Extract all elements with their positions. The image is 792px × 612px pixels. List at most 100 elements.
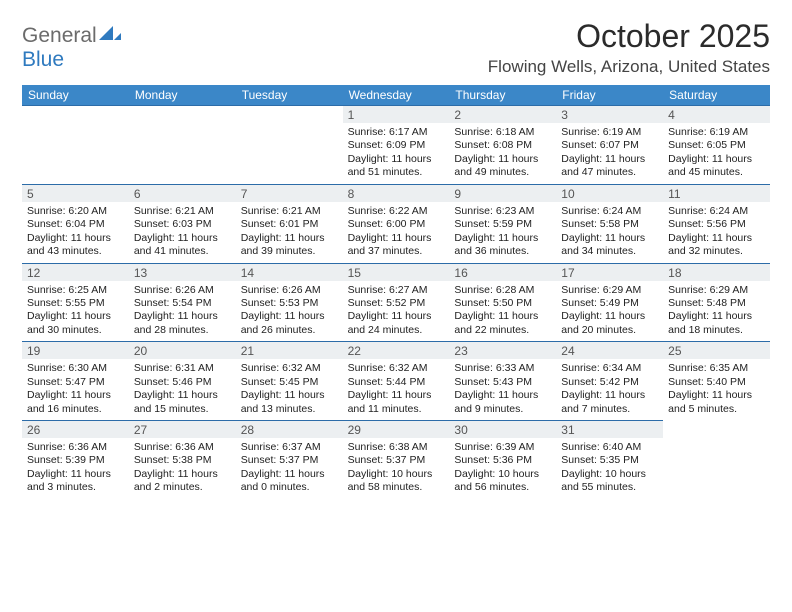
sunset-line: Sunset: 5:53 PM xyxy=(241,297,338,310)
daylight-line: Daylight: 11 hours and 18 minutes. xyxy=(668,310,765,337)
daylight-line: Daylight: 11 hours and 2 minutes. xyxy=(134,468,231,495)
daylight-line: Daylight: 11 hours and 47 minutes. xyxy=(561,153,658,180)
sunset-line: Sunset: 5:44 PM xyxy=(348,376,445,389)
sunrise-line: Sunrise: 6:17 AM xyxy=(348,126,445,139)
day-number: 17 xyxy=(556,264,663,281)
calendar-body: 1Sunrise: 6:17 AMSunset: 6:09 PMDaylight… xyxy=(22,105,770,499)
day-number: 19 xyxy=(22,342,129,359)
calendar-cell: 11Sunrise: 6:24 AMSunset: 5:56 PMDayligh… xyxy=(663,184,770,263)
day-info: Sunrise: 6:27 AMSunset: 5:52 PMDaylight:… xyxy=(343,281,450,342)
day-info: Sunrise: 6:19 AMSunset: 6:05 PMDaylight:… xyxy=(663,123,770,184)
sunrise-line: Sunrise: 6:25 AM xyxy=(27,284,124,297)
weekday-header: Tuesday xyxy=(236,85,343,105)
day-info: Sunrise: 6:36 AMSunset: 5:39 PMDaylight:… xyxy=(22,438,129,499)
day-info: Sunrise: 6:21 AMSunset: 6:01 PMDaylight:… xyxy=(236,202,343,263)
sunset-line: Sunset: 6:01 PM xyxy=(241,218,338,231)
page: General Blue October 2025 Flowing Wells,… xyxy=(0,0,792,499)
sunset-line: Sunset: 5:49 PM xyxy=(561,297,658,310)
calendar-cell: 27Sunrise: 6:36 AMSunset: 5:38 PMDayligh… xyxy=(129,420,236,499)
daylight-line: Daylight: 11 hours and 22 minutes. xyxy=(454,310,551,337)
day-number: 21 xyxy=(236,342,343,359)
calendar-cell: 7Sunrise: 6:21 AMSunset: 6:01 PMDaylight… xyxy=(236,184,343,263)
day-info: Sunrise: 6:32 AMSunset: 5:45 PMDaylight:… xyxy=(236,359,343,420)
page-header: General Blue October 2025 Flowing Wells,… xyxy=(22,18,770,77)
day-info: Sunrise: 6:21 AMSunset: 6:03 PMDaylight:… xyxy=(129,202,236,263)
sunset-line: Sunset: 5:58 PM xyxy=(561,218,658,231)
sunrise-line: Sunrise: 6:21 AM xyxy=(241,205,338,218)
logo: General Blue xyxy=(22,18,121,72)
day-info: Sunrise: 6:26 AMSunset: 5:54 PMDaylight:… xyxy=(129,281,236,342)
sunset-line: Sunset: 6:09 PM xyxy=(348,139,445,152)
day-number: 1 xyxy=(343,106,450,123)
sunset-line: Sunset: 6:05 PM xyxy=(668,139,765,152)
calendar-cell: 10Sunrise: 6:24 AMSunset: 5:58 PMDayligh… xyxy=(556,184,663,263)
weekday-header: Friday xyxy=(556,85,663,105)
day-info: Sunrise: 6:29 AMSunset: 5:49 PMDaylight:… xyxy=(556,281,663,342)
calendar-cell: 17Sunrise: 6:29 AMSunset: 5:49 PMDayligh… xyxy=(556,263,663,342)
calendar-cell: 8Sunrise: 6:22 AMSunset: 6:00 PMDaylight… xyxy=(343,184,450,263)
sunset-line: Sunset: 5:35 PM xyxy=(561,454,658,467)
day-info: Sunrise: 6:40 AMSunset: 5:35 PMDaylight:… xyxy=(556,438,663,499)
calendar-cell: 24Sunrise: 6:34 AMSunset: 5:42 PMDayligh… xyxy=(556,341,663,420)
weekday-header: Monday xyxy=(129,85,236,105)
day-number: 25 xyxy=(663,342,770,359)
day-number: 4 xyxy=(663,106,770,123)
daylight-line: Daylight: 10 hours and 58 minutes. xyxy=(348,468,445,495)
sunset-line: Sunset: 5:54 PM xyxy=(134,297,231,310)
day-info: Sunrise: 6:39 AMSunset: 5:36 PMDaylight:… xyxy=(449,438,556,499)
day-number: 7 xyxy=(236,185,343,202)
sunset-line: Sunset: 5:46 PM xyxy=(134,376,231,389)
day-info: Sunrise: 6:24 AMSunset: 5:58 PMDaylight:… xyxy=(556,202,663,263)
calendar-cell: 5Sunrise: 6:20 AMSunset: 6:04 PMDaylight… xyxy=(22,184,129,263)
sunrise-line: Sunrise: 6:32 AM xyxy=(241,362,338,375)
day-number: 10 xyxy=(556,185,663,202)
daylight-line: Daylight: 11 hours and 7 minutes. xyxy=(561,389,658,416)
calendar-cell: 19Sunrise: 6:30 AMSunset: 5:47 PMDayligh… xyxy=(22,341,129,420)
daylight-line: Daylight: 11 hours and 39 minutes. xyxy=(241,232,338,259)
sunrise-line: Sunrise: 6:35 AM xyxy=(668,362,765,375)
sunrise-line: Sunrise: 6:29 AM xyxy=(668,284,765,297)
calendar: Sunday Monday Tuesday Wednesday Thursday… xyxy=(22,85,770,499)
calendar-cell: 16Sunrise: 6:28 AMSunset: 5:50 PMDayligh… xyxy=(449,263,556,342)
daylight-line: Daylight: 11 hours and 37 minutes. xyxy=(348,232,445,259)
sunrise-line: Sunrise: 6:26 AM xyxy=(241,284,338,297)
page-title: October 2025 xyxy=(488,18,770,55)
sunrise-line: Sunrise: 6:34 AM xyxy=(561,362,658,375)
daylight-line: Daylight: 11 hours and 24 minutes. xyxy=(348,310,445,337)
daylight-line: Daylight: 11 hours and 11 minutes. xyxy=(348,389,445,416)
sunrise-line: Sunrise: 6:26 AM xyxy=(134,284,231,297)
logo-text-a: General xyxy=(22,24,97,47)
day-info: Sunrise: 6:17 AMSunset: 6:09 PMDaylight:… xyxy=(343,123,450,184)
calendar-cell: 21Sunrise: 6:32 AMSunset: 5:45 PMDayligh… xyxy=(236,341,343,420)
logo-triangle-icon xyxy=(99,22,121,46)
calendar-cell: 29Sunrise: 6:38 AMSunset: 5:37 PMDayligh… xyxy=(343,420,450,499)
calendar-header-row: Sunday Monday Tuesday Wednesday Thursday… xyxy=(22,85,770,105)
day-info: Sunrise: 6:26 AMSunset: 5:53 PMDaylight:… xyxy=(236,281,343,342)
logo-text-b: Blue xyxy=(22,48,64,71)
calendar-cell: 4Sunrise: 6:19 AMSunset: 6:05 PMDaylight… xyxy=(663,105,770,184)
sunset-line: Sunset: 5:37 PM xyxy=(241,454,338,467)
day-number: 15 xyxy=(343,264,450,281)
day-info: Sunrise: 6:35 AMSunset: 5:40 PMDaylight:… xyxy=(663,359,770,420)
day-info: Sunrise: 6:31 AMSunset: 5:46 PMDaylight:… xyxy=(129,359,236,420)
sunrise-line: Sunrise: 6:40 AM xyxy=(561,441,658,454)
sunrise-line: Sunrise: 6:19 AM xyxy=(668,126,765,139)
calendar-cell: 1Sunrise: 6:17 AMSunset: 6:09 PMDaylight… xyxy=(343,105,450,184)
day-number: 20 xyxy=(129,342,236,359)
sunrise-line: Sunrise: 6:24 AM xyxy=(561,205,658,218)
sunrise-line: Sunrise: 6:33 AM xyxy=(454,362,551,375)
sunrise-line: Sunrise: 6:30 AM xyxy=(27,362,124,375)
day-info: Sunrise: 6:23 AMSunset: 5:59 PMDaylight:… xyxy=(449,202,556,263)
day-info: Sunrise: 6:25 AMSunset: 5:55 PMDaylight:… xyxy=(22,281,129,342)
calendar-cell: 22Sunrise: 6:32 AMSunset: 5:44 PMDayligh… xyxy=(343,341,450,420)
day-number: 16 xyxy=(449,264,556,281)
sunrise-line: Sunrise: 6:38 AM xyxy=(348,441,445,454)
day-number: 18 xyxy=(663,264,770,281)
daylight-line: Daylight: 11 hours and 28 minutes. xyxy=(134,310,231,337)
calendar-cell-empty xyxy=(236,105,343,184)
day-number: 23 xyxy=(449,342,556,359)
sunset-line: Sunset: 6:08 PM xyxy=(454,139,551,152)
sunrise-line: Sunrise: 6:18 AM xyxy=(454,126,551,139)
daylight-line: Daylight: 11 hours and 43 minutes. xyxy=(27,232,124,259)
location-subtitle: Flowing Wells, Arizona, United States xyxy=(488,57,770,77)
